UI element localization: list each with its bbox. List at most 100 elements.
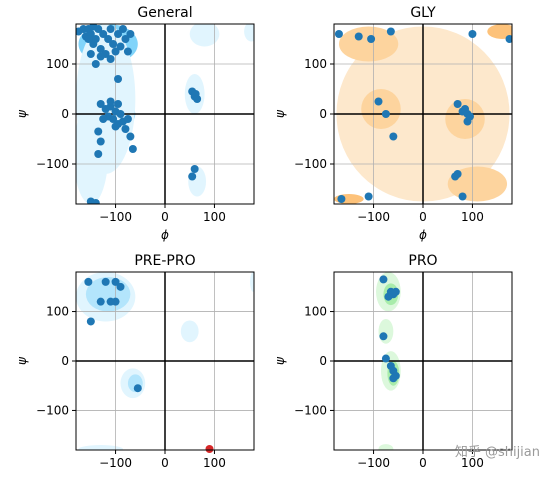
density-region bbox=[78, 445, 123, 450]
data-point bbox=[101, 277, 110, 286]
data-point bbox=[193, 95, 202, 103]
data-point bbox=[458, 192, 467, 201]
chart-title: General bbox=[137, 5, 192, 21]
x-tick-label: 0 bbox=[161, 210, 169, 224]
density-region bbox=[180, 320, 199, 343]
data-point bbox=[109, 40, 118, 48]
chart-title: PRO bbox=[408, 253, 437, 269]
density-region bbox=[487, 24, 512, 39]
x-tick-label: 0 bbox=[161, 456, 169, 470]
data-point bbox=[123, 47, 132, 56]
data-point bbox=[116, 42, 125, 51]
panel-gly: −100 0 100 −100 0 100 GLY ϕ ψ bbox=[273, 5, 513, 242]
data-point bbox=[84, 277, 93, 286]
data-point bbox=[109, 115, 118, 123]
data-point bbox=[104, 35, 113, 43]
y-tick-label: 100 bbox=[46, 305, 69, 319]
data-point bbox=[188, 172, 197, 181]
data-point bbox=[106, 55, 115, 63]
density-region bbox=[250, 272, 254, 292]
density-region bbox=[361, 89, 401, 129]
data-point bbox=[374, 97, 383, 106]
data-point bbox=[111, 122, 120, 131]
data-point bbox=[190, 165, 199, 173]
y-tick-label: 100 bbox=[46, 57, 69, 71]
data-point bbox=[381, 110, 390, 118]
data-point bbox=[337, 195, 346, 203]
data-point bbox=[106, 297, 115, 306]
data-point bbox=[126, 30, 135, 38]
data-point bbox=[99, 30, 108, 38]
data-point bbox=[379, 332, 388, 341]
data-point bbox=[114, 75, 123, 83]
data-point bbox=[91, 199, 100, 204]
density-region bbox=[338, 26, 399, 62]
data-point bbox=[126, 132, 135, 141]
plot-area bbox=[76, 24, 254, 204]
data-point bbox=[121, 125, 130, 133]
data-point bbox=[106, 97, 115, 106]
data-point bbox=[111, 277, 120, 286]
y-tick-label: 0 bbox=[61, 354, 69, 368]
data-point bbox=[94, 127, 103, 136]
data-point bbox=[84, 35, 93, 43]
x-tick-label: 100 bbox=[203, 456, 226, 470]
watermark: 知乎 @shijian bbox=[454, 445, 540, 460]
data-point bbox=[453, 100, 462, 108]
x-tick-label: 100 bbox=[461, 456, 484, 470]
x-tick-label: 0 bbox=[419, 210, 427, 224]
y-tick-label: 0 bbox=[61, 107, 69, 121]
data-point bbox=[94, 150, 103, 158]
data-point bbox=[379, 275, 388, 284]
outlier-point bbox=[205, 445, 214, 454]
data-point bbox=[96, 137, 105, 146]
chart-title: PRE-PRO bbox=[134, 253, 195, 269]
data-point bbox=[505, 35, 512, 43]
y-tick-label: −100 bbox=[36, 403, 69, 417]
data-point bbox=[114, 30, 123, 38]
y-tick-label: 100 bbox=[304, 57, 327, 71]
data-point bbox=[364, 192, 373, 201]
data-point bbox=[465, 112, 474, 121]
data-point bbox=[91, 60, 100, 68]
x-axis-label: ϕ bbox=[419, 228, 427, 242]
data-point bbox=[86, 50, 95, 58]
plot-area bbox=[334, 272, 512, 450]
y-tick-label: 0 bbox=[319, 107, 327, 121]
data-point bbox=[128, 145, 137, 153]
data-point bbox=[381, 354, 390, 363]
y-axis-label: ψ bbox=[273, 356, 287, 365]
density-region bbox=[378, 444, 394, 450]
x-tick-label: 100 bbox=[461, 210, 484, 224]
data-point bbox=[451, 172, 460, 181]
chart-title: GLY bbox=[410, 5, 436, 21]
x-axis-label: ϕ bbox=[161, 228, 169, 242]
data-point bbox=[116, 110, 125, 118]
density-region bbox=[189, 24, 220, 47]
data-point bbox=[96, 45, 105, 53]
panel-general: −100 0 100 −100 0 100 General ϕ ψ bbox=[15, 5, 255, 242]
y-tick-label: 0 bbox=[319, 354, 327, 368]
data-point bbox=[384, 292, 393, 301]
data-point bbox=[91, 35, 100, 43]
density-region bbox=[244, 24, 254, 42]
data-point bbox=[99, 115, 108, 123]
x-tick-label: 0 bbox=[419, 456, 427, 470]
panel-pre-pro: −100 0 100 −100 0 100 PRE-PRO ψ bbox=[15, 253, 255, 470]
data-point bbox=[133, 384, 142, 393]
data-point bbox=[89, 24, 98, 31]
plot-area bbox=[334, 24, 512, 204]
panel-pro: −100 0 100 −100 0 100 PRO ψ bbox=[273, 253, 513, 470]
data-point bbox=[111, 47, 120, 56]
y-axis-label: ψ bbox=[15, 356, 29, 365]
x-tick-label: −100 bbox=[99, 456, 132, 470]
data-point bbox=[334, 30, 343, 38]
x-tick-label: −100 bbox=[99, 210, 132, 224]
y-tick-label: −100 bbox=[36, 157, 69, 171]
data-point bbox=[386, 27, 395, 36]
x-tick-label: −100 bbox=[357, 456, 390, 470]
density-region bbox=[378, 318, 394, 344]
data-point bbox=[96, 100, 105, 108]
